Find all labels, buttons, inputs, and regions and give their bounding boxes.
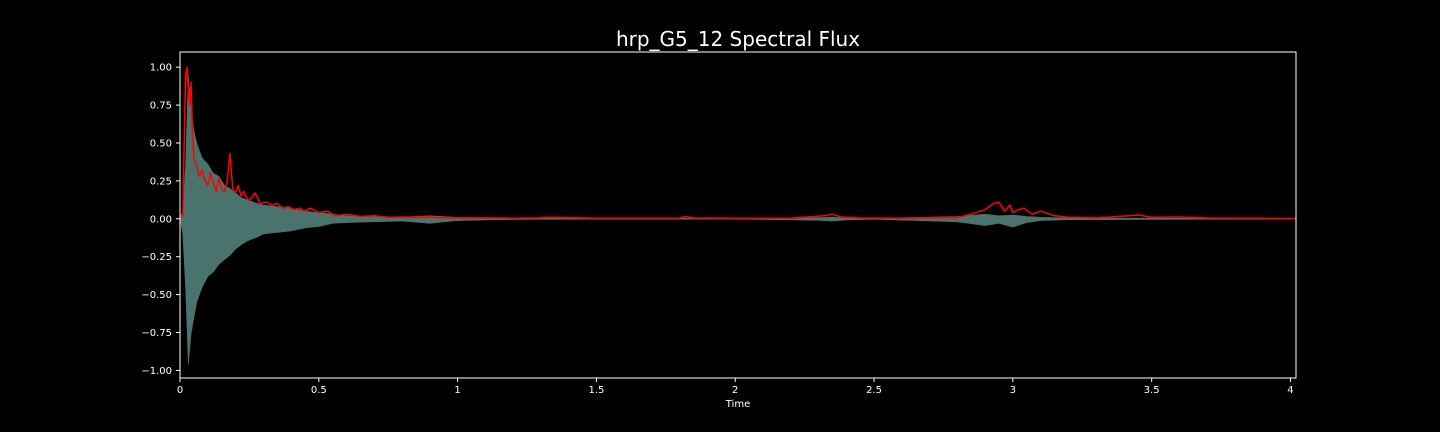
- x-tick-label: 3: [1010, 385, 1016, 396]
- y-tick-label: 0.00: [150, 214, 172, 225]
- y-tick-label: 0.50: [150, 138, 172, 149]
- x-tick-label: 1: [454, 385, 460, 396]
- waveform-envelope: [179, 74, 1297, 365]
- x-tick-label: 3.5: [1144, 385, 1160, 396]
- y-tick-label: −0.25: [141, 252, 172, 263]
- y-tick-label: −0.75: [141, 328, 172, 339]
- y-axis: 1.00 0.75 0.50 0.25 0.00 −0.25 −0.50 −0.75 −1.00: [141, 63, 180, 377]
- x-tick-label: 0.5: [311, 385, 327, 396]
- x-tick-label: 2.5: [866, 385, 882, 396]
- y-tick-label: 0.75: [150, 101, 172, 112]
- y-tick-label: −1.00: [141, 366, 172, 377]
- x-tick-label: 1.5: [588, 385, 604, 396]
- x-axis: 0 0.5 1 1.5 2 2.5 3 3.5 4: [177, 378, 1294, 396]
- plot-frame: [179, 51, 1297, 379]
- spectral-flux-line: [179, 66, 1297, 220]
- x-tick-label: 4: [1287, 385, 1293, 396]
- x-axis-label: Time: [725, 399, 750, 410]
- chart-title: hrp_G5_12 Spectral Flux: [616, 27, 860, 51]
- plot-area: [179, 51, 1297, 379]
- y-tick-label: 0.25: [150, 176, 172, 187]
- x-tick-label: 2: [732, 385, 738, 396]
- y-tick-label: −0.50: [141, 290, 172, 301]
- y-tick-label: 1.00: [150, 63, 172, 74]
- series-layer: [179, 66, 1297, 365]
- x-tick-label: 0: [177, 385, 183, 396]
